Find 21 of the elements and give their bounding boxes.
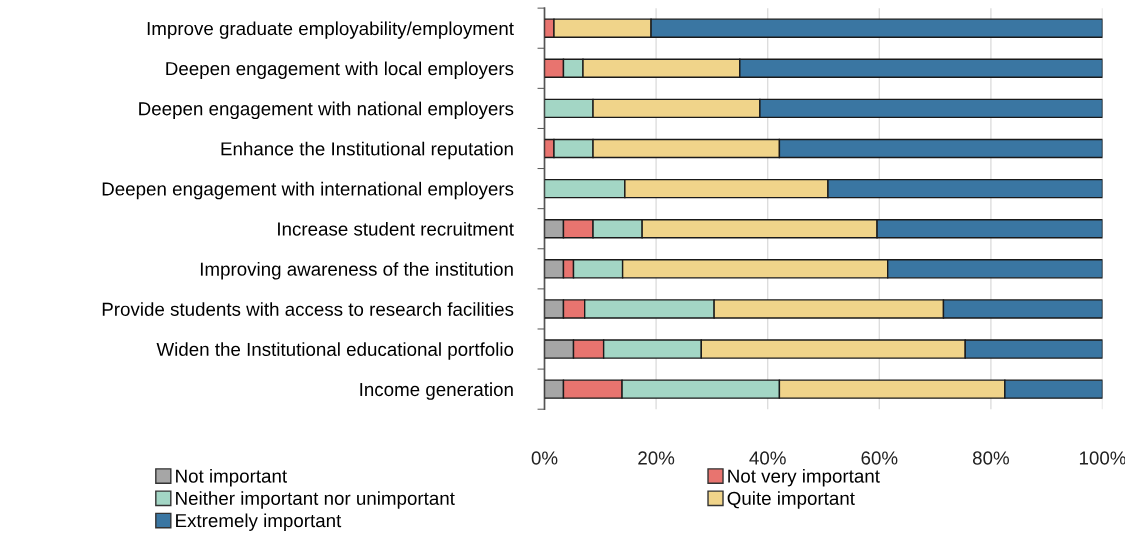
y-tick-label: Deepen engagement with national employers	[139, 101, 514, 120]
legend-label: Not very important	[728, 468, 880, 487]
x-tick-label: 20%	[638, 451, 675, 465]
y-tick-label: Improving awareness of the institution	[200, 262, 513, 280]
y-tick-label: Deepen engagement with international employers	[102, 181, 514, 200]
y-tick-label: Provide students with access to research facilities	[102, 302, 514, 316]
y-tick-label: Deepen engagement with local employers	[166, 61, 514, 79]
y-tick-label: Income generation	[360, 382, 513, 400]
x-tick-label: 100%	[1079, 451, 1125, 465]
y-tick-label: Enhance the Institutional reputation	[221, 141, 513, 160]
x-tick-label: 0%	[531, 451, 558, 465]
x-tick-label: 80%	[972, 451, 1009, 465]
x-tick-label: 40%	[749, 451, 786, 465]
legend-label: Not important	[176, 468, 287, 487]
y-tick-label: Increase student recruitment	[278, 221, 514, 236]
y-tick-label: Improve graduate employability/employment	[147, 21, 514, 39]
legend-label: Neither important nor unimportant	[176, 491, 455, 509]
y-tick-label: Widen the Institutional educational portfolio	[156, 342, 514, 360]
legend-label: Quite important	[727, 491, 855, 509]
legend-label: Extremely important	[176, 513, 342, 531]
x-tick-label: 60%	[861, 451, 898, 465]
